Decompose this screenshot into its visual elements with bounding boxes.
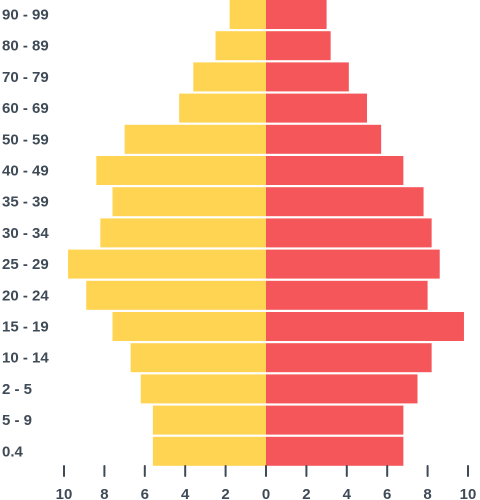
right-bar-30-34 bbox=[266, 218, 432, 248]
age-label-70-79: 70 - 79 bbox=[2, 69, 49, 86]
right-bar-25-29 bbox=[266, 249, 440, 279]
x-tick-label-3: 4 bbox=[181, 486, 190, 500]
x-axis-ticks: 10 8 6 4 2 0 2 4 6 8 10 bbox=[56, 465, 477, 500]
age-label-2-5: 2 - 5 bbox=[2, 381, 32, 398]
age-label-90-99: 90 - 99 bbox=[2, 7, 49, 24]
right-series-bars bbox=[266, 0, 464, 466]
right-bar-2-5 bbox=[266, 374, 418, 404]
right-bar-80-89 bbox=[266, 31, 331, 61]
left-bar-20-24 bbox=[86, 280, 266, 310]
left-bar-2-5 bbox=[140, 374, 266, 404]
x-tick-label-5: 0 bbox=[262, 486, 270, 500]
age-label-35-39: 35 - 39 bbox=[2, 194, 49, 211]
right-bar-10-14 bbox=[266, 343, 432, 373]
left-bar-35-39 bbox=[112, 187, 266, 217]
x-tick-label-10: 10 bbox=[460, 486, 477, 500]
age-label-40-49: 40 - 49 bbox=[2, 163, 49, 180]
age-label-60-69: 60 - 69 bbox=[2, 100, 49, 117]
left-bar-15-19 bbox=[112, 312, 266, 341]
left-bar-70-79 bbox=[193, 62, 266, 92]
right-bar-20-24 bbox=[266, 280, 428, 310]
x-tick-label-1: 8 bbox=[100, 486, 108, 500]
x-tick-label-2: 6 bbox=[141, 486, 149, 500]
left-series-bars bbox=[68, 0, 266, 466]
age-label-50-59: 50 - 59 bbox=[2, 131, 49, 148]
age-label-5-9: 5 - 9 bbox=[2, 412, 32, 429]
x-tick-label-4: 2 bbox=[221, 486, 229, 500]
left-bar-50-59 bbox=[124, 124, 266, 154]
age-label-10-14: 10 - 14 bbox=[2, 350, 49, 367]
right-bar-70-79 bbox=[266, 62, 349, 92]
x-tick-label-8: 6 bbox=[383, 486, 391, 500]
right-bar-50-59 bbox=[266, 124, 382, 154]
x-tick-label-6: 2 bbox=[302, 486, 310, 500]
left-bar-5-9 bbox=[152, 405, 266, 435]
right-bar-35-39 bbox=[266, 187, 424, 217]
left-bar-10-14 bbox=[130, 343, 266, 373]
age-label-0-4: 0.4 bbox=[2, 443, 24, 460]
right-bar-40-49 bbox=[266, 156, 404, 185]
right-bar-5-9 bbox=[266, 405, 404, 435]
right-bar-15-19 bbox=[266, 312, 464, 341]
right-bar-90-99 bbox=[266, 0, 327, 29]
left-bar-80-89 bbox=[215, 31, 266, 61]
left-bar-25-29 bbox=[68, 249, 266, 279]
age-label-30-34: 30 - 34 bbox=[2, 225, 49, 242]
left-bar-0-4 bbox=[152, 436, 266, 466]
left-bar-90-99 bbox=[229, 0, 266, 29]
left-bar-60-69 bbox=[179, 93, 266, 123]
x-tick-label-7: 4 bbox=[343, 486, 352, 500]
age-label-25-29: 25 - 29 bbox=[2, 256, 49, 273]
x-tick-label-0: 10 bbox=[56, 486, 73, 500]
left-bar-30-34 bbox=[100, 218, 266, 248]
right-bar-0-4 bbox=[266, 436, 404, 466]
left-bar-40-49 bbox=[96, 156, 266, 185]
x-tick-label-9: 8 bbox=[423, 486, 431, 500]
age-label-80-89: 80 - 89 bbox=[2, 38, 49, 55]
age-label-15-19: 15 - 19 bbox=[2, 319, 49, 336]
y-axis-category-labels: 90 - 99 80 - 89 70 - 79 60 - 69 50 - 59 40 - … bbox=[2, 7, 49, 461]
age-label-20-24: 20 - 24 bbox=[2, 287, 49, 304]
right-bar-60-69 bbox=[266, 93, 367, 123]
